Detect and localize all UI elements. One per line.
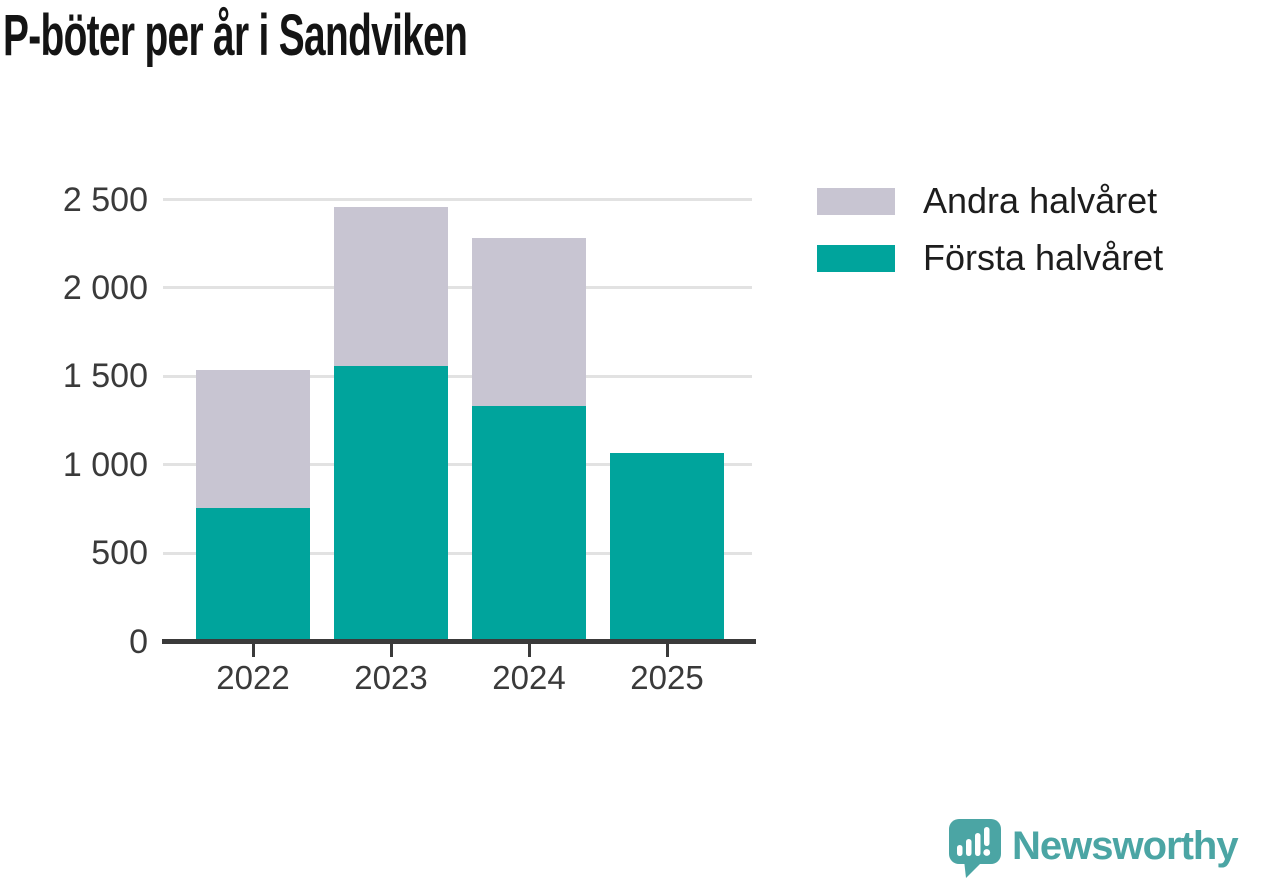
x-axis-tick xyxy=(251,644,255,657)
gridline xyxy=(163,551,752,555)
y-axis-label: 0 xyxy=(129,622,148,661)
x-axis-label-2025: 2025 xyxy=(630,659,704,696)
gridline xyxy=(163,463,752,467)
newsworthy-logo: Newsworthy xyxy=(948,818,1260,879)
x-axis-label-2023: 2023 xyxy=(354,659,428,696)
bar-segment-2023-första-halvåret xyxy=(334,366,448,640)
y-axis-label: 2 500 xyxy=(62,180,148,219)
y-axis-label: 500 xyxy=(91,534,148,573)
bar-segment-2023-andra-halvåret xyxy=(334,207,448,367)
bar-chart-speech-bubble-icon xyxy=(949,819,1001,878)
axis-baseline xyxy=(162,639,756,644)
page-title: P-böter per år i Sandviken xyxy=(3,3,468,68)
bar-segment-2025-första-halvåret xyxy=(610,452,724,640)
bar-segment-2024-första-halvåret xyxy=(472,406,586,640)
x-axis-label-2022: 2022 xyxy=(216,659,290,696)
y-axis-label: 1 500 xyxy=(62,357,148,396)
x-axis-tick xyxy=(389,644,393,657)
x-axis-tick xyxy=(527,644,531,657)
logo-text: Newsworthy xyxy=(1012,824,1239,868)
x-axis-tick xyxy=(665,644,669,657)
y-axis-label: 1 000 xyxy=(62,445,148,484)
legend-swatch xyxy=(817,188,895,215)
legend-label: Andra halvåret xyxy=(923,180,1158,221)
gridline xyxy=(163,286,752,290)
x-axis-label-2024: 2024 xyxy=(492,659,566,696)
gridline xyxy=(163,374,752,378)
bar-segment-2022-första-halvåret xyxy=(196,507,310,640)
bar-segment-2024-andra-halvåret xyxy=(472,238,586,407)
bar-segment-2022-andra-halvåret xyxy=(196,369,310,508)
legend-label: Första halvåret xyxy=(923,237,1164,278)
gridline xyxy=(163,198,752,201)
legend-swatch xyxy=(817,245,895,272)
y-axis-label: 2 000 xyxy=(62,268,148,307)
